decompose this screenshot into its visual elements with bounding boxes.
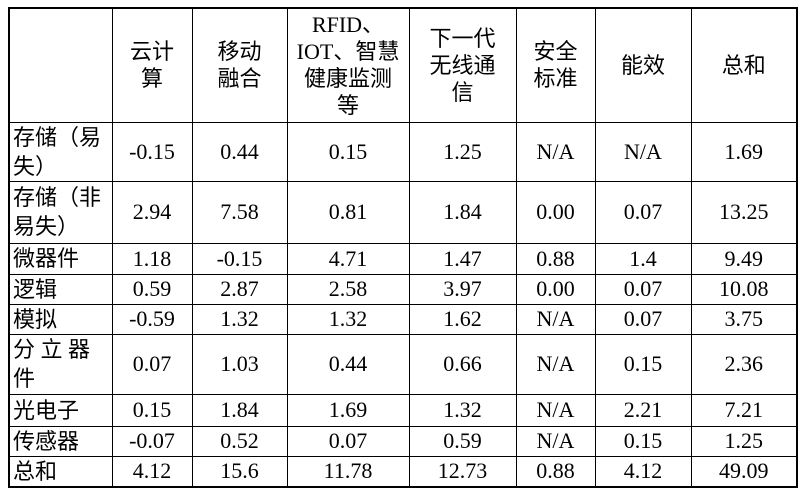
value-cell: 0.59 — [408, 425, 517, 457]
col-header-security-standards: 安全 标准 — [515, 7, 596, 123]
value-cell: 1.32 — [286, 303, 410, 335]
value-cell: N/A — [515, 333, 596, 395]
value-cell: 0.88 — [515, 242, 596, 275]
value-cell: 0.44 — [191, 121, 288, 182]
value-cell: 0.07 — [594, 303, 692, 335]
value-cell: 0.52 — [191, 425, 288, 457]
table-row-total: 总和 4.12 15.6 11.78 12.73 0.88 4.12 49.09 — [8, 455, 798, 487]
row-label-logic: 逻辑 — [8, 273, 113, 305]
value-cell: 49.09 — [690, 455, 798, 487]
value-cell: -0.15 — [191, 242, 288, 275]
value-cell: 12.73 — [408, 455, 517, 487]
table-row-storage-nonvolatile: 存储（非 易失） 2.94 7.58 0.81 1.84 0.00 0.07 1… — [8, 180, 798, 244]
value-cell: 1.47 — [408, 242, 517, 275]
value-cell: -0.07 — [111, 425, 193, 457]
col-header-mobile-convergence: 移动 融合 — [191, 7, 288, 123]
table-row-sensors: 传感器 -0.07 0.52 0.07 0.59 N/A 0.15 1.25 — [8, 425, 798, 457]
value-cell: 1.18 — [111, 242, 193, 275]
value-cell: N/A — [594, 121, 692, 182]
header-row: 云计 算 移动 融合 RFID、 IOT、智慧 健康监测 等 下一代 无线通 信… — [8, 7, 798, 123]
value-cell: 7.21 — [690, 393, 798, 427]
value-cell: 4.12 — [111, 455, 193, 487]
value-cell: 9.49 — [690, 242, 798, 275]
value-cell: 0.07 — [111, 333, 193, 395]
value-cell: 1.32 — [408, 393, 517, 427]
value-cell: 1.69 — [690, 121, 798, 182]
table-row-optoelectronics: 光电子 0.15 1.84 1.69 1.32 N/A 2.21 7.21 — [8, 393, 798, 427]
col-header-corner — [8, 7, 113, 123]
value-cell: 3.97 — [408, 273, 517, 305]
value-cell: 1.25 — [690, 425, 798, 457]
value-cell: 1.84 — [408, 180, 517, 244]
value-cell: 1.4 — [594, 242, 692, 275]
table-row-discrete-devices: 分 立 器 件 0.07 1.03 0.44 0.66 N/A 0.15 2.3… — [8, 333, 798, 395]
value-cell: 2.87 — [191, 273, 288, 305]
col-header-energy-efficiency: 能效 — [594, 7, 692, 123]
col-header-next-gen-wireless: 下一代 无线通 信 — [408, 7, 517, 123]
value-cell: 7.58 — [191, 180, 288, 244]
value-cell: 1.62 — [408, 303, 517, 335]
value-cell: N/A — [515, 425, 596, 457]
table-row-logic: 逻辑 0.59 2.87 2.58 3.97 0.00 0.07 10.08 — [8, 273, 798, 305]
data-table: 云计 算 移动 融合 RFID、 IOT、智慧 健康监测 等 下一代 无线通 信… — [8, 7, 798, 488]
value-cell: 15.6 — [191, 455, 288, 487]
row-label-storage-nonvolatile: 存储（非 易失） — [8, 180, 113, 244]
value-cell: -0.15 — [111, 121, 193, 182]
row-label-micro-devices: 微器件 — [8, 242, 113, 275]
value-cell: 0.00 — [515, 273, 596, 305]
row-label-analog: 模拟 — [8, 303, 113, 335]
value-cell: 11.78 — [286, 455, 410, 487]
value-cell: N/A — [515, 121, 596, 182]
value-cell: 0.07 — [594, 273, 692, 305]
table-row-analog: 模拟 -0.59 1.32 1.32 1.62 N/A 0.07 3.75 — [8, 303, 798, 335]
row-label-discrete-devices: 分 立 器 件 — [8, 333, 113, 395]
row-label-optoelectronics: 光电子 — [8, 393, 113, 427]
row-label-total: 总和 — [8, 455, 113, 487]
value-cell: 1.25 — [408, 121, 517, 182]
value-cell: 0.07 — [286, 425, 410, 457]
row-label-storage-volatile: 存储（易 失） — [8, 121, 113, 182]
value-cell: 2.36 — [690, 333, 798, 395]
col-header-rfid-iot-smart-health: RFID、 IOT、智慧 健康监测 等 — [286, 7, 410, 123]
table-row-storage-volatile: 存储（易 失） -0.15 0.44 0.15 1.25 N/A N/A 1.6… — [8, 121, 798, 182]
col-header-cloud-computing: 云计 算 — [111, 7, 193, 123]
value-cell: 1.03 — [191, 333, 288, 395]
value-cell: 0.66 — [408, 333, 517, 395]
value-cell: 0.81 — [286, 180, 410, 244]
value-cell: 3.75 — [690, 303, 798, 335]
value-cell: 2.21 — [594, 393, 692, 427]
row-label-sensors: 传感器 — [8, 425, 113, 457]
value-cell: 4.71 — [286, 242, 410, 275]
value-cell: 0.44 — [286, 333, 410, 395]
value-cell: 0.00 — [515, 180, 596, 244]
value-cell: 1.32 — [191, 303, 288, 335]
value-cell: 0.15 — [594, 333, 692, 395]
value-cell: 0.07 — [594, 180, 692, 244]
value-cell: 0.88 — [515, 455, 596, 487]
value-cell: 1.84 — [191, 393, 288, 427]
value-cell: -0.59 — [111, 303, 193, 335]
value-cell: 0.15 — [594, 425, 692, 457]
table-row-micro-devices: 微器件 1.18 -0.15 4.71 1.47 0.88 1.4 9.49 — [8, 242, 798, 275]
value-cell: 2.94 — [111, 180, 193, 244]
value-cell: 0.59 — [111, 273, 193, 305]
value-cell: N/A — [515, 303, 596, 335]
value-cell: 1.69 — [286, 393, 410, 427]
value-cell: N/A — [515, 393, 596, 427]
value-cell: 0.15 — [286, 121, 410, 182]
value-cell: 13.25 — [690, 180, 798, 244]
value-cell: 2.58 — [286, 273, 410, 305]
value-cell: 0.15 — [111, 393, 193, 427]
value-cell: 10.08 — [690, 273, 798, 305]
col-header-total: 总和 — [690, 7, 798, 123]
value-cell: 4.12 — [594, 455, 692, 487]
